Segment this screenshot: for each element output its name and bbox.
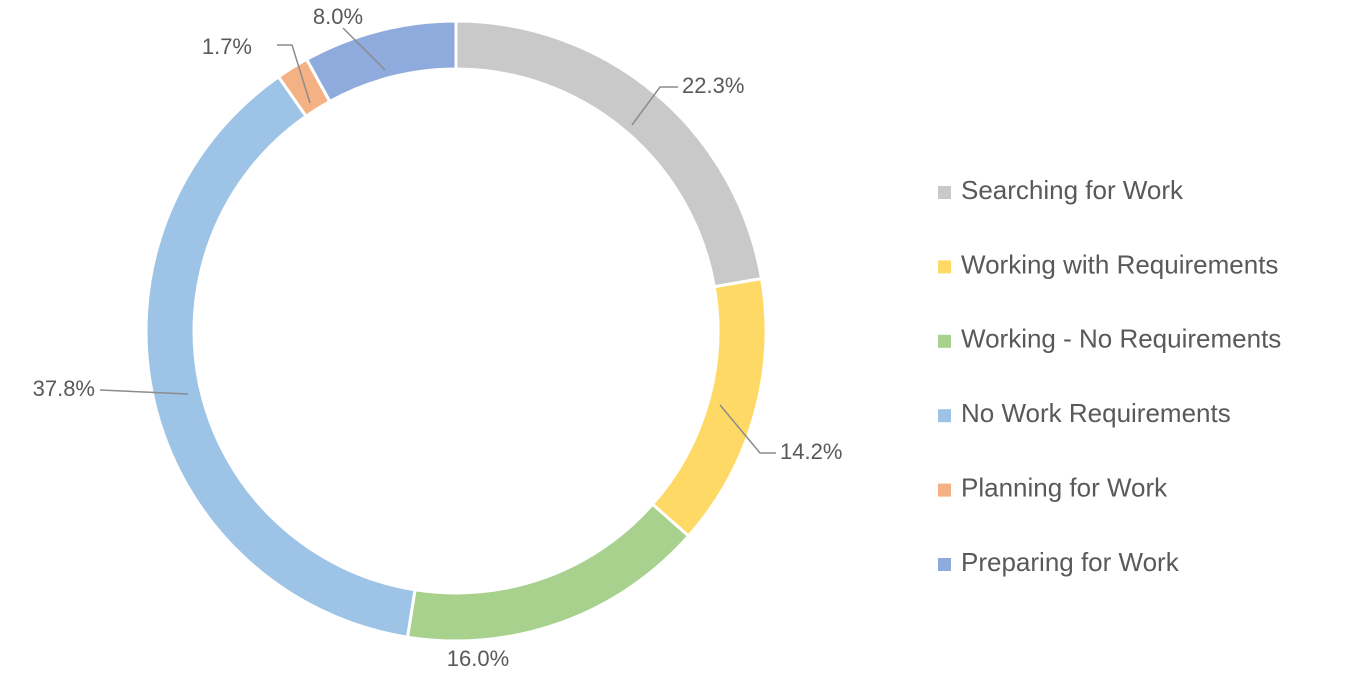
legend-swatch xyxy=(938,186,951,199)
legend-swatch xyxy=(938,483,951,497)
donut-slice xyxy=(304,19,458,104)
donut-slice xyxy=(454,19,764,289)
data-label: 14.2% xyxy=(780,439,842,464)
legend-label: Working - No Requirements xyxy=(961,324,1281,354)
donut-slice xyxy=(144,74,417,639)
legend-swatch xyxy=(938,260,951,274)
legend-label: Working with Requirements xyxy=(961,249,1278,279)
legend-swatch xyxy=(938,558,951,571)
leader-line xyxy=(719,404,776,454)
data-label: 22.3% xyxy=(682,73,744,98)
data-label: 16.0% xyxy=(447,646,509,671)
data-label: 8.0% xyxy=(313,4,363,29)
leader-line xyxy=(631,86,678,126)
leader-line xyxy=(99,389,189,395)
donut-slice xyxy=(405,502,691,643)
legend-label: Preparing for Work xyxy=(961,547,1180,577)
donut-slice xyxy=(650,276,768,539)
leader-line xyxy=(277,44,311,104)
data-label: 37.8% xyxy=(33,376,95,401)
legend-label: Planning for Work xyxy=(961,472,1168,502)
legend-swatch xyxy=(938,409,951,423)
legend-label: No Work Requirements xyxy=(961,398,1231,428)
data-label: 1.7% xyxy=(202,34,252,59)
leader-line xyxy=(342,27,386,71)
legend-swatch xyxy=(938,334,951,348)
legend-label: Searching for Work xyxy=(961,175,1184,205)
